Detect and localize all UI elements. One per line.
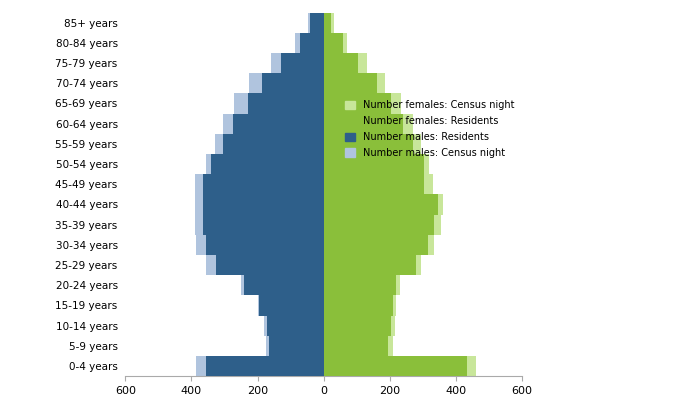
Bar [195,174,324,194]
Bar [262,73,324,93]
Bar [324,114,413,134]
Bar [206,255,324,275]
Bar [223,134,324,154]
Bar [324,214,434,235]
Bar [241,275,324,296]
Bar [196,235,324,255]
Bar [324,275,397,296]
Bar [280,53,324,73]
Bar [223,114,324,134]
Bar [324,93,402,114]
Bar [196,356,324,376]
Bar [206,235,324,255]
Bar [324,235,434,255]
Bar [324,336,388,356]
Bar [324,53,358,73]
Bar [271,53,324,73]
Bar [248,93,324,114]
Bar [249,73,324,93]
Bar [195,214,324,235]
Legend: Number females: Census night, Number females: Residents, Number males: Residents: Number females: Census night, Number fem… [342,97,517,161]
Bar [259,296,324,316]
Bar [294,33,324,53]
Bar [244,275,324,296]
Bar [324,316,395,336]
Bar [324,93,391,114]
Bar [308,13,324,33]
Bar [324,33,347,53]
Bar [203,174,324,194]
Bar [324,316,391,336]
Bar [324,134,421,154]
Bar [216,255,324,275]
Bar [324,73,377,93]
Bar [324,154,429,174]
Bar [269,336,324,356]
Bar [235,93,324,114]
Bar [206,154,324,174]
Bar [324,296,393,316]
Bar [267,316,324,336]
Bar [232,114,324,134]
Bar [301,33,324,53]
Bar [266,336,324,356]
Bar [324,235,428,255]
Bar [211,154,324,174]
Bar [324,356,476,376]
Bar [195,194,324,214]
Bar [324,336,393,356]
Bar [324,356,468,376]
Bar [324,255,421,275]
Bar [324,194,443,214]
Bar [258,296,324,316]
Bar [324,53,367,73]
Bar [324,255,416,275]
Bar [214,134,324,154]
Bar [264,316,324,336]
Bar [324,33,343,53]
Bar [203,214,324,235]
Bar [206,356,324,376]
Bar [203,194,324,214]
Bar [324,13,331,33]
Bar [324,73,385,93]
Bar [324,275,400,296]
Bar [324,134,413,154]
Bar [310,13,324,33]
Bar [324,13,333,33]
Bar [324,214,441,235]
Bar [324,296,397,316]
Bar [324,174,425,194]
Bar [324,194,438,214]
Bar [324,174,433,194]
Bar [324,114,403,134]
Bar [324,154,425,174]
